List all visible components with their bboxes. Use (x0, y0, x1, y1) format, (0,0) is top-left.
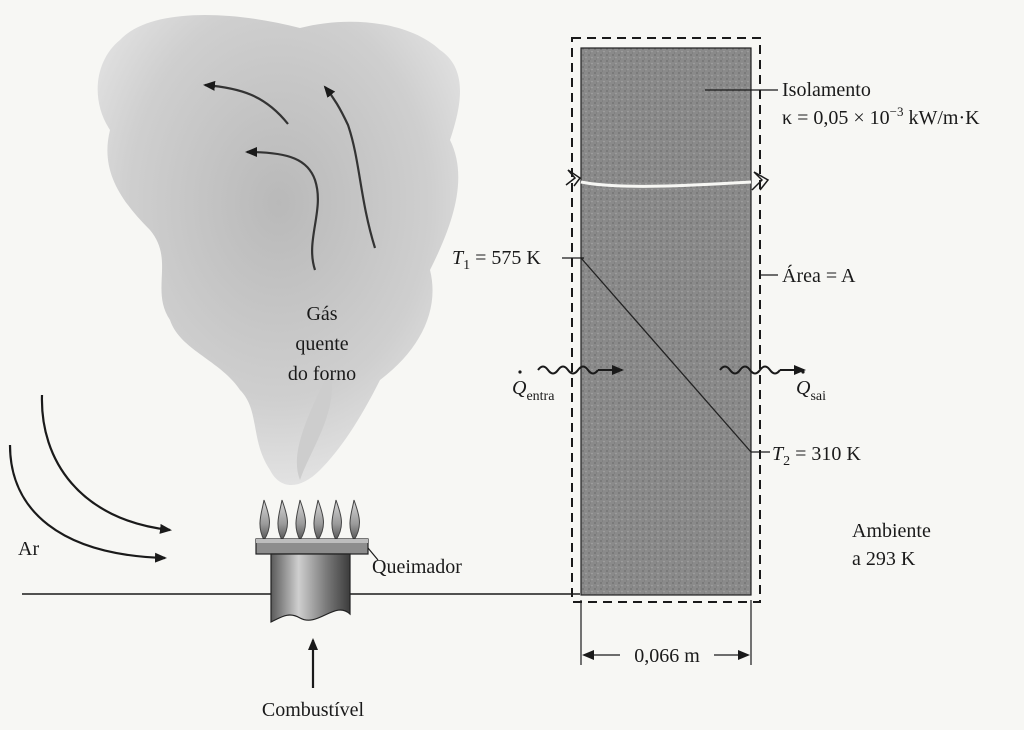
t1-subscript: 1 (463, 258, 470, 273)
air-flow-arrow (8, 444, 167, 563)
t2-value: = 310 K (790, 443, 861, 465)
q-out-wave (719, 365, 781, 375)
ambient-label-line2: a 293 K (852, 548, 916, 570)
break-mark-right (751, 171, 770, 191)
gas-label-line2: quente (295, 333, 348, 355)
smoke-wisp (296, 370, 333, 480)
burner-flames (259, 499, 360, 541)
conductivity-exponent: −3 (890, 104, 904, 119)
q-out-symbol: Q (796, 377, 811, 399)
conductivity-units: kW/m·K (903, 107, 980, 129)
t1-value: = 575 K (470, 247, 541, 269)
control-surface-boundary (571, 37, 761, 603)
gas-label-line1: Gás (306, 303, 337, 325)
fuel-label: Combustível (262, 699, 365, 721)
t2-symbol: T (772, 443, 785, 465)
area-label: Área = A (782, 264, 856, 287)
burner-label: Queimador (372, 556, 462, 578)
gas-label-line3: do forno (288, 363, 356, 385)
ambient-label-line1: Ambiente (852, 520, 931, 542)
q-out-subscript: sai (810, 389, 826, 404)
t2-label: T2 = 310 K (772, 443, 861, 469)
t1-label: T1 = 575 K (452, 247, 541, 273)
q-in-subscript: entra (526, 389, 555, 404)
q-in-dot (518, 370, 522, 374)
hot-gas-cloud (97, 15, 460, 486)
air-label: Ar (18, 538, 39, 560)
q-in-label: Qentra (512, 377, 555, 404)
break-gap (580, 180, 752, 188)
conductivity-label: κ = 0,05 × 10−3 kW/m·K (782, 104, 980, 129)
burner-plate-top (256, 539, 368, 543)
q-in-wave (537, 365, 599, 375)
temperature-profile-line (580, 257, 752, 453)
fuel-pipe (270, 553, 351, 623)
conductivity-value: κ = 0,05 × 10 (782, 107, 890, 129)
q-out-label: Qsai (796, 377, 826, 404)
gas-flow-arrow (323, 85, 377, 249)
air-flow-arrow (40, 394, 172, 534)
gas-flow-arrow (245, 147, 319, 271)
t2-subscript: 2 (783, 454, 790, 469)
insulation-slab (580, 47, 752, 596)
burner-leader (367, 547, 379, 561)
insulation-label: Isolamento (782, 79, 871, 101)
q-in-symbol: Q (512, 377, 527, 399)
gas-flow-arrow (203, 80, 289, 125)
t1-symbol: T (452, 247, 465, 269)
break-mark-left (565, 169, 582, 187)
q-out-dot (801, 370, 805, 374)
thickness-label: 0,066 m (634, 645, 700, 667)
